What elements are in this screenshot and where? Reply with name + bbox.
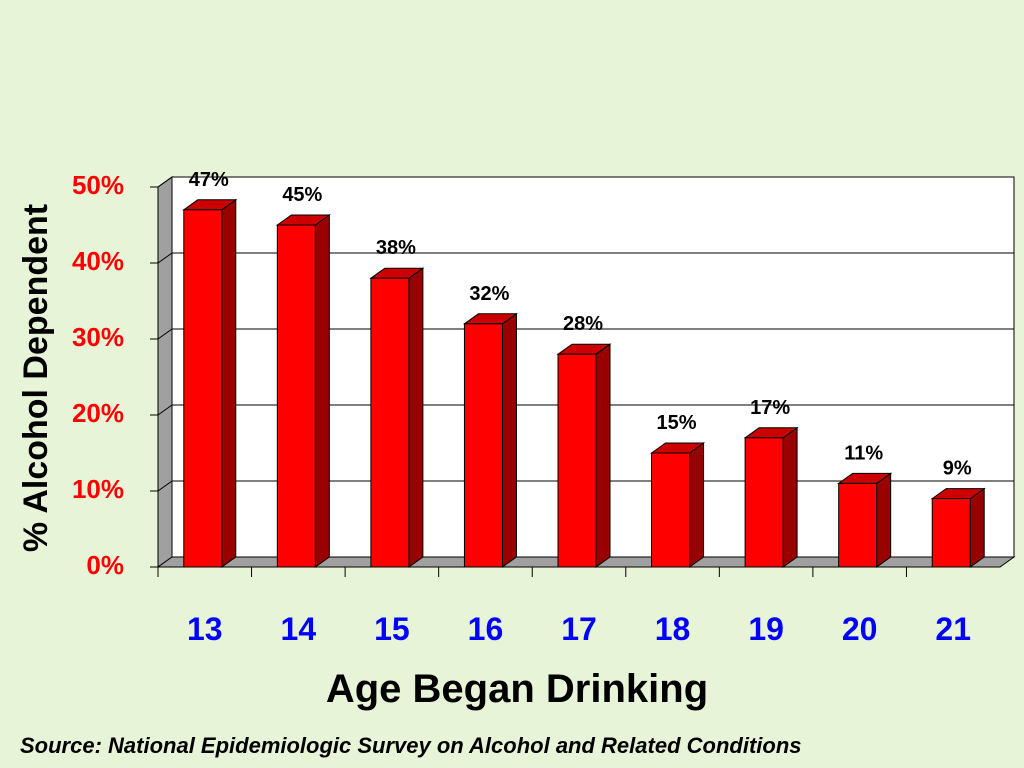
bar-side — [969, 487, 985, 568]
data-label: 32% — [469, 283, 509, 305]
bar-front — [276, 224, 316, 568]
bar-front — [931, 498, 971, 568]
bar-side — [876, 472, 892, 568]
bar-front — [838, 482, 878, 568]
y-tick-label: 40% — [72, 246, 124, 276]
bar-side — [782, 426, 798, 568]
plot-side-wall — [157, 176, 173, 568]
data-label: 17% — [750, 397, 790, 419]
bar — [649, 442, 706, 568]
x-tick-label: 14 — [281, 611, 317, 647]
data-label: 47% — [189, 169, 229, 191]
bar-side — [501, 312, 517, 568]
bar — [743, 426, 799, 568]
gridline — [157, 176, 1014, 188]
data-label: 11% — [844, 442, 883, 464]
bar-side — [595, 343, 611, 568]
x-tick-label: 21 — [935, 611, 971, 647]
data-label: 28% — [563, 313, 603, 335]
x-tick-label: 15 — [374, 611, 410, 647]
bar — [837, 472, 893, 568]
source-note: Source: National Epidemiologic Survey on… — [20, 733, 802, 758]
y-tick-label: 30% — [72, 322, 124, 352]
data-label: 38% — [376, 237, 416, 259]
x-tick-label: 16 — [468, 611, 504, 647]
bar-side — [689, 442, 705, 568]
bar — [462, 312, 519, 568]
x-axis-label: Age Began Drinking — [326, 667, 708, 711]
y-tick-label: 50% — [72, 170, 124, 200]
data-label: 45% — [282, 184, 322, 206]
data-label: 9% — [943, 458, 972, 480]
bar — [182, 198, 238, 568]
x-tick-label: 17 — [561, 611, 597, 647]
bar-side — [314, 214, 330, 568]
bar — [930, 487, 986, 568]
gridline — [157, 480, 1014, 492]
x-tick-label: 19 — [748, 611, 784, 647]
bar — [275, 214, 331, 568]
data-label: 15% — [657, 412, 697, 434]
bar-side — [221, 198, 237, 568]
bar-side — [408, 267, 424, 568]
bar-front — [557, 353, 597, 568]
gridline — [157, 404, 1014, 416]
bar — [556, 343, 612, 568]
x-tick-label: 20 — [842, 611, 878, 647]
bar-front — [370, 277, 410, 568]
x-tick-label: 13 — [187, 611, 223, 647]
y-tick-label: 0% — [86, 550, 124, 580]
bar-front — [744, 437, 784, 568]
y-axis-label: % Alcohol Dependent — [17, 204, 55, 552]
bar — [369, 267, 425, 568]
bar-front — [651, 452, 691, 568]
bar-front — [183, 209, 223, 568]
bar-front — [463, 323, 503, 568]
gridline — [157, 328, 1014, 340]
y-tick-label: 20% — [72, 398, 124, 428]
y-tick-label: 10% — [72, 474, 124, 504]
x-tick-label: 18 — [655, 611, 691, 647]
gridline — [157, 252, 1014, 264]
